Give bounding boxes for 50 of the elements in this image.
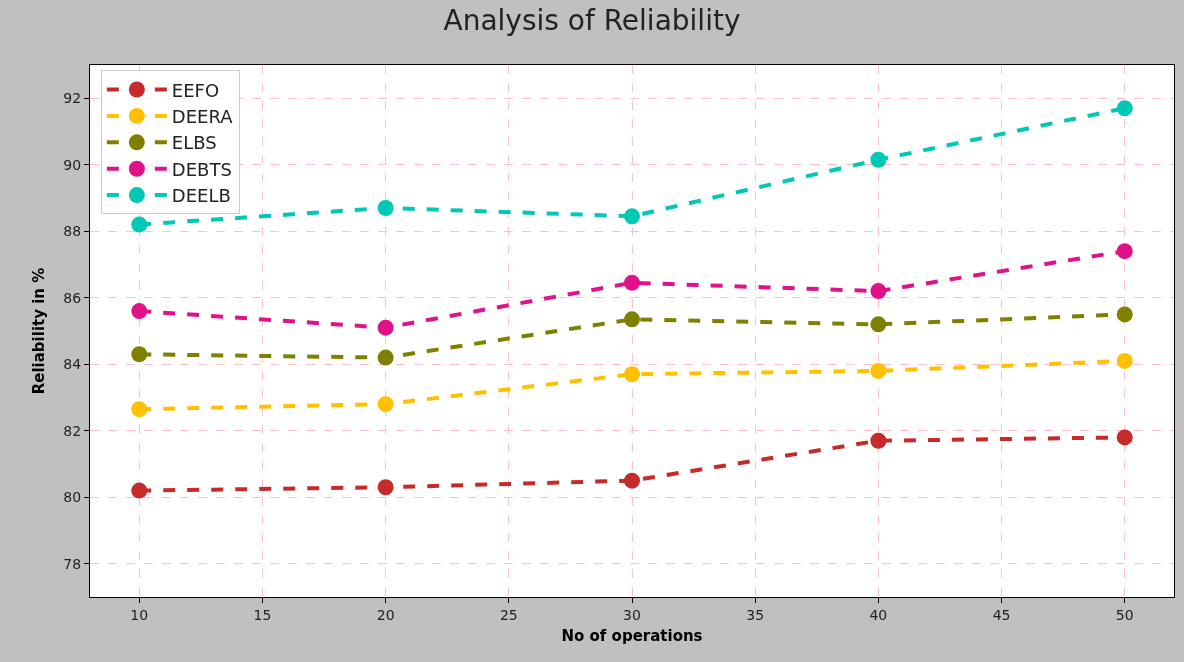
point <box>624 311 640 328</box>
point <box>624 208 640 225</box>
point <box>377 319 394 336</box>
point <box>1116 100 1133 117</box>
y-tick-label: 92 <box>63 90 82 107</box>
legend-label: DEERA <box>171 105 234 127</box>
x-tick-label: 15 <box>253 606 272 623</box>
y-tick-label: 84 <box>63 356 82 373</box>
point <box>624 472 640 489</box>
point <box>870 362 887 379</box>
point <box>377 199 394 216</box>
y-axis-title: Reliability in % <box>29 267 48 395</box>
point <box>131 346 148 363</box>
x-tick-label: 35 <box>746 606 765 623</box>
x-tick-label: 25 <box>499 606 518 623</box>
x-tick-label: 30 <box>623 606 641 623</box>
x-tick-label: 10 <box>130 606 149 623</box>
x-tick-label: 40 <box>869 606 888 623</box>
point <box>1116 429 1133 446</box>
x-tick-label: 20 <box>376 606 395 623</box>
point <box>1116 352 1133 369</box>
point <box>1116 306 1133 323</box>
x-axis-title: No of operations <box>561 626 703 645</box>
y-tick-label: 86 <box>63 289 82 306</box>
y-tick-label: 90 <box>63 156 82 173</box>
legend-label: DEELB <box>171 185 231 207</box>
point <box>1116 243 1133 260</box>
legend-label: EEFO <box>171 79 220 101</box>
point <box>624 274 640 291</box>
point <box>870 283 887 300</box>
point <box>377 479 394 496</box>
y-tick-label: 88 <box>63 223 82 240</box>
x-tick-label: 45 <box>992 606 1011 623</box>
legend-label: ELBS <box>171 132 217 154</box>
chart-title: Analysis of Reliability <box>443 3 741 37</box>
point <box>870 316 887 333</box>
legend-label: DEBTS <box>171 158 232 180</box>
point <box>131 401 148 418</box>
point <box>377 349 394 366</box>
point <box>624 366 640 383</box>
point <box>377 396 394 413</box>
point <box>131 482 148 499</box>
point <box>131 216 148 233</box>
y-tick-label: 78 <box>63 555 82 572</box>
point <box>131 303 148 320</box>
y-tick-label: 82 <box>63 422 82 439</box>
point <box>870 151 887 168</box>
point <box>870 432 887 449</box>
y-tick-label: 80 <box>63 489 82 506</box>
x-tick-label: 50 <box>1115 606 1134 623</box>
